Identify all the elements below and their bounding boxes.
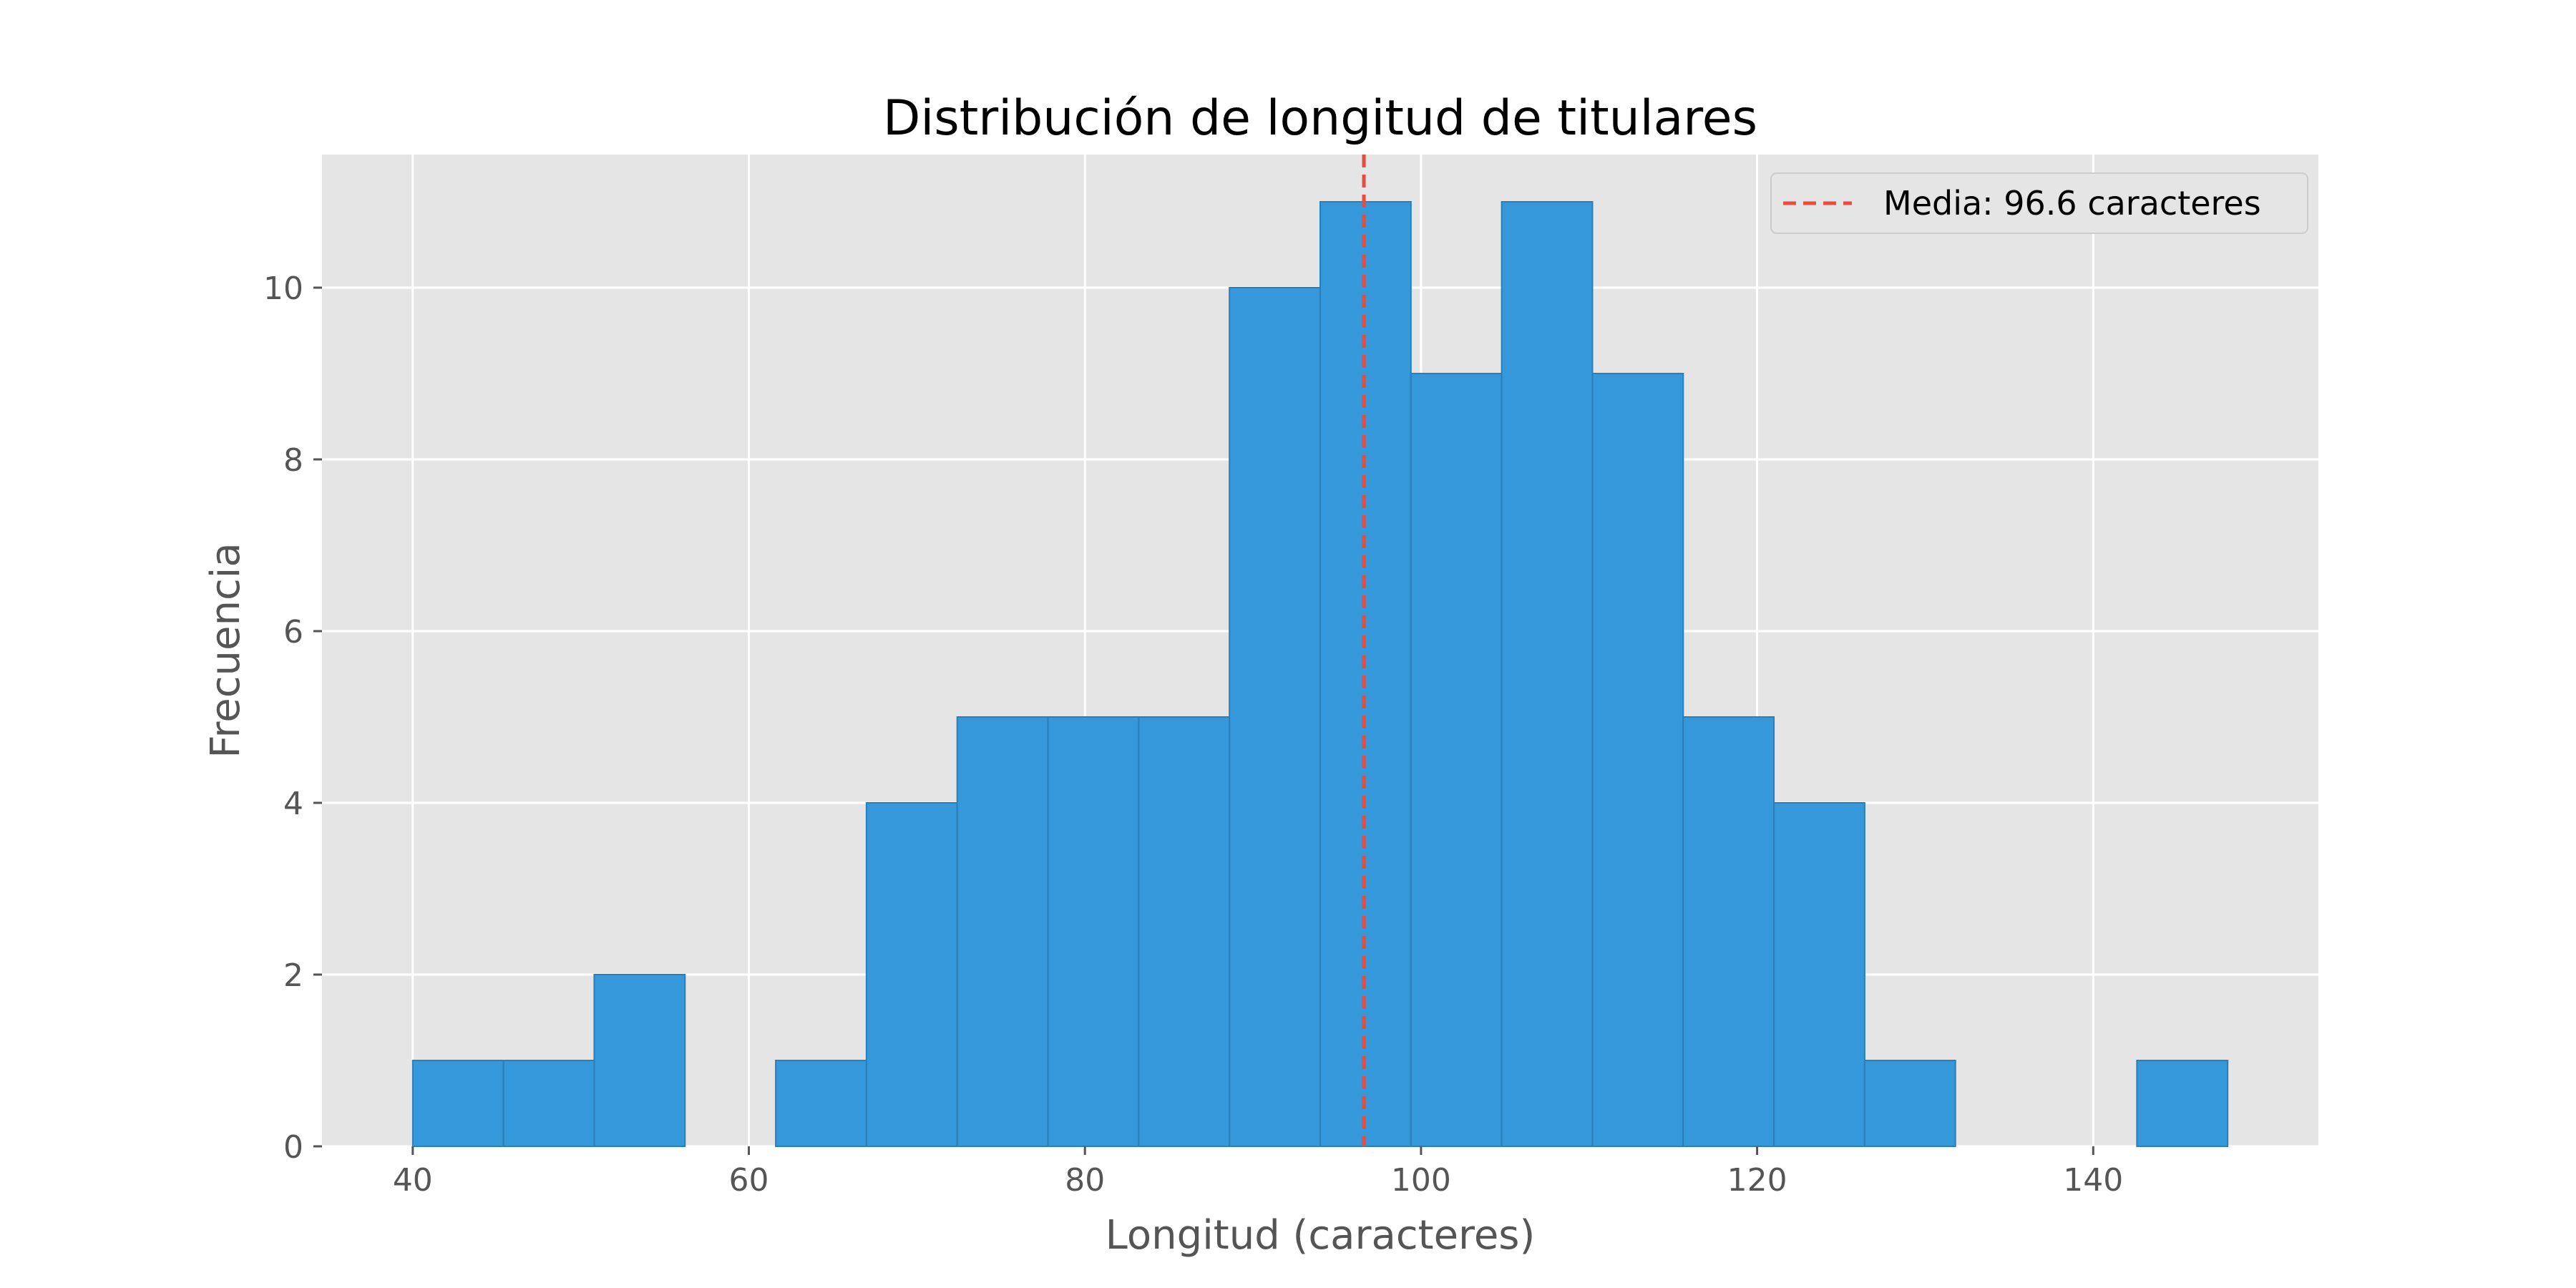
- histogram-bar: [1501, 201, 1594, 1147]
- histogram-bar: [1229, 287, 1321, 1147]
- histogram-bar: [1138, 716, 1231, 1147]
- y-tick-label: 2: [283, 957, 303, 994]
- y-tick-label: 0: [283, 1129, 303, 1166]
- histogram-bar: [2136, 1060, 2229, 1147]
- histogram-bar: [1410, 373, 1503, 1147]
- chart-title: Distribución de longitud de titulares: [883, 90, 1757, 147]
- histogram-bar: [502, 1060, 595, 1147]
- legend-box: [1770, 172, 2308, 234]
- x-tick-label: 140: [2063, 1162, 2123, 1199]
- x-tick-label: 80: [1065, 1162, 1105, 1199]
- histogram-bar: [1682, 716, 1775, 1147]
- x-axis-title: Longitud (caracteres): [1106, 1212, 1536, 1259]
- histogram-bar: [1591, 373, 1684, 1147]
- legend: Media: 96.6 caracteres: [1770, 172, 2308, 234]
- histogram-bar: [411, 1060, 504, 1147]
- legend-mean-label: Media: 96.6 caracteres: [1883, 184, 2261, 223]
- y-axis-title: Frecuencia: [203, 542, 249, 758]
- y-tick-label: 6: [283, 614, 303, 650]
- x-axis-ticks: 40 60 80 100 120 140: [393, 1146, 2123, 1199]
- histogram-bars: [411, 201, 2229, 1147]
- x-tick-label: 60: [729, 1162, 769, 1199]
- histogram-bar: [1773, 802, 1865, 1147]
- histogram-bar: [775, 1060, 867, 1147]
- histogram-bar: [1863, 1060, 1956, 1147]
- x-tick-label: 40: [393, 1162, 433, 1199]
- histogram-bar: [956, 716, 1049, 1147]
- x-tick-label: 100: [1391, 1162, 1451, 1199]
- y-tick-label: 10: [263, 270, 303, 307]
- y-axis-ticks: 0 2 4 6 8 10: [263, 270, 322, 1166]
- x-tick-label: 120: [1727, 1162, 1787, 1199]
- histogram-bar: [593, 974, 686, 1147]
- histogram-bar: [865, 802, 958, 1147]
- histogram-bar: [1047, 716, 1140, 1147]
- y-tick-label: 8: [283, 442, 303, 479]
- y-tick-label: 4: [283, 786, 303, 822]
